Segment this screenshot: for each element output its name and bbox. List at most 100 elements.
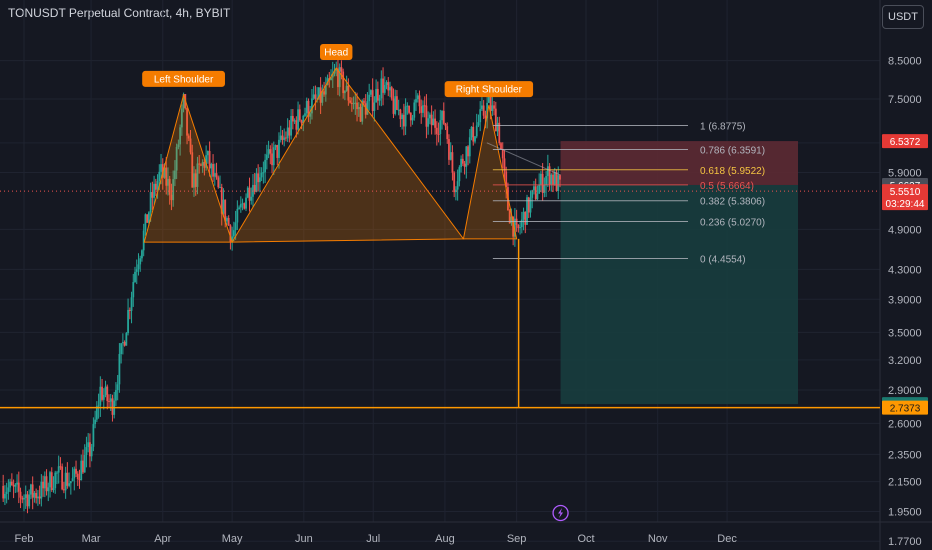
candle-body (9, 481, 12, 488)
candle-body (206, 151, 209, 156)
x-tick-label: Aug (435, 533, 455, 545)
candle-body (16, 482, 18, 485)
price-tag-bg (882, 184, 928, 211)
candle-body (137, 264, 140, 270)
candle-body (439, 120, 442, 135)
stop-loss-zone (560, 141, 798, 185)
left-shoulder-area (143, 93, 233, 243)
lightning-icon[interactable] (552, 504, 569, 522)
candle-body (272, 147, 275, 166)
candle-body (123, 342, 126, 346)
candle-body (153, 183, 155, 198)
candle-body (31, 484, 34, 498)
candle-body (312, 94, 315, 99)
candle-body (167, 178, 169, 186)
candle-body (265, 154, 268, 160)
candle-body (47, 487, 50, 492)
pattern-label-bg (142, 70, 225, 87)
fib-label: 0.786 (6.3591) (700, 146, 765, 157)
candle-body (338, 67, 341, 88)
candle-body (546, 166, 549, 177)
candle-body (540, 173, 542, 185)
candle-body (260, 172, 263, 178)
candle-body (276, 145, 279, 158)
candle-body (399, 109, 402, 120)
price-tag-text: 5.5510 (890, 187, 921, 198)
candle-body (281, 135, 284, 140)
candle-body (54, 472, 57, 489)
candle-body (210, 164, 213, 169)
candle-body (352, 103, 355, 105)
candle-body (513, 218, 516, 237)
candle-body (111, 398, 114, 415)
candle-body (61, 466, 64, 490)
candle-body (130, 297, 133, 311)
fib-label: 0.618 (5.9522) (700, 166, 765, 177)
candle-body (75, 468, 77, 474)
candle-body (435, 127, 438, 134)
candle-body (468, 137, 471, 157)
candle-body (278, 139, 280, 158)
candle-body (467, 146, 469, 157)
candle-body (383, 85, 386, 93)
y-tick-label: 5.9000 (888, 167, 922, 179)
candle-body (413, 102, 416, 118)
candle-body (170, 194, 173, 201)
y-tick-label: 8.5000 (888, 56, 922, 68)
candle-body (196, 163, 199, 187)
candle-body (531, 190, 534, 198)
candle-body (291, 115, 294, 122)
candle-body (255, 173, 258, 192)
candle-body (553, 172, 556, 185)
candle-body (522, 211, 525, 220)
candle-body (302, 115, 305, 124)
candle-body (534, 186, 537, 200)
candle-body (151, 192, 154, 198)
candle-body (517, 224, 520, 229)
candle-body (30, 484, 32, 495)
candle-body (401, 114, 404, 120)
candle-body (26, 494, 29, 507)
candle-body (453, 172, 456, 193)
candle-body (245, 197, 247, 209)
price-tag-text: 2.7373 (890, 404, 921, 415)
candle-body (19, 491, 22, 498)
candle-body (198, 163, 201, 165)
candle-body (229, 225, 232, 242)
candle-body (40, 481, 43, 499)
price-tag-bg (882, 134, 928, 149)
candle-body (50, 472, 53, 491)
candle-body (99, 386, 102, 406)
candle-body (213, 173, 216, 177)
currency-button[interactable]: USDT (882, 5, 924, 29)
candle-body (222, 199, 225, 214)
candle-body (425, 105, 428, 127)
candle-body (191, 152, 194, 188)
candle-body (536, 193, 539, 200)
candle-body (12, 485, 15, 487)
candle-body (82, 460, 84, 473)
candle-body (293, 120, 296, 122)
candle-body (493, 105, 495, 109)
candle-body (311, 98, 313, 114)
candle-body (389, 87, 391, 91)
candle-body (543, 184, 546, 193)
candle-body (323, 91, 325, 95)
candle-body (147, 212, 150, 223)
candle-body (500, 143, 502, 150)
candle-body (187, 135, 190, 139)
candle-body (95, 406, 98, 420)
candle-body (59, 466, 62, 468)
x-tick-label: Jun (295, 533, 313, 545)
candle-body (491, 105, 494, 111)
y-tick-label: 2.6000 (888, 418, 922, 430)
candle-body (52, 488, 55, 491)
candle-body (186, 107, 188, 136)
candle-body (416, 95, 419, 100)
candle-body (477, 122, 480, 126)
candle-body (102, 394, 105, 400)
candle-body (236, 208, 239, 223)
candle-body (428, 114, 431, 119)
candle-body (163, 167, 166, 178)
